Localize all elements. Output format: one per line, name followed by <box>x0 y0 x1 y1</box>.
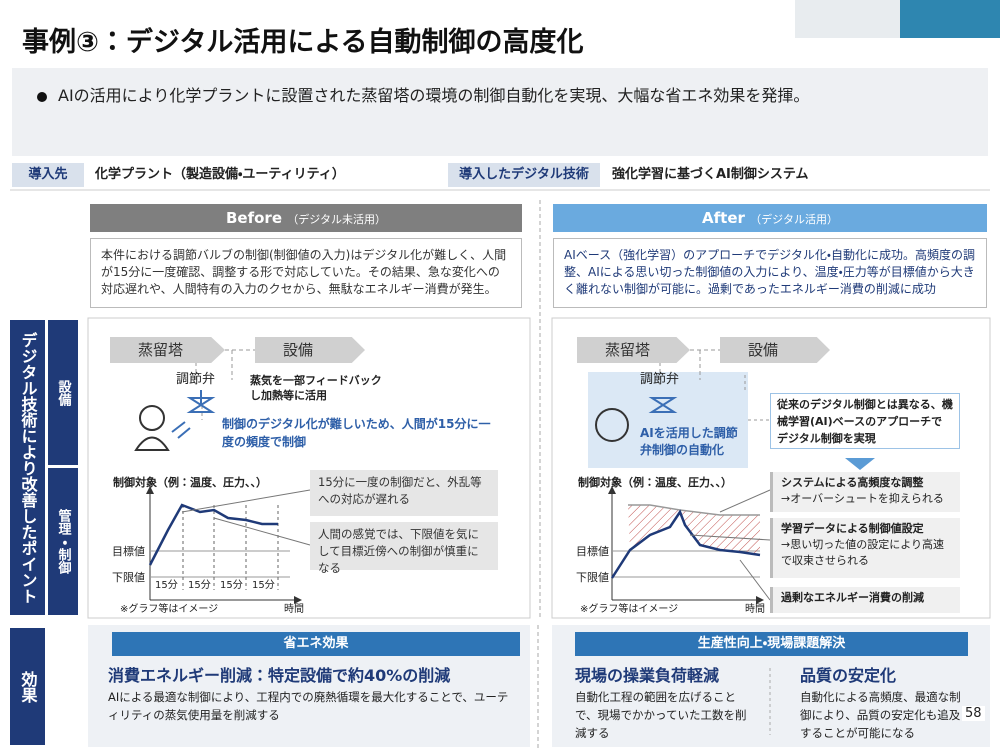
effect-heading: 現場の操業負荷軽減 <box>575 666 720 685</box>
effect-text: AIによる最適な制御により、工程内での廃熱循環を最大化することで、ユーティリティ… <box>108 690 509 722</box>
control-curve <box>610 509 761 579</box>
point-detail: →オーバーシュートを抑えられる <box>781 492 944 505</box>
point: 過剰なエネルギー消費の削減 <box>770 587 960 613</box>
value: 化学プラント（製造設備・ユーティリティ） <box>95 167 345 182</box>
point-title: システムによる高頻度な調整 <box>781 476 924 489</box>
point-title: 学習データによる制御値設定 <box>781 522 924 535</box>
valve-label: 調節弁 <box>640 372 680 387</box>
ai-head-icon <box>595 408 629 442</box>
valve-label: 調節弁 <box>176 372 216 387</box>
deco <box>795 0 900 38</box>
label: 導入先 <box>12 163 84 187</box>
summary: AIの活用により化学プラントに設置された蒸留塔の環境の制御自動化を実現、大幅な省… <box>58 86 810 105</box>
control-curve <box>148 503 278 566</box>
after-description: AIベース（強化学習）のアプローチでデジタル化・自動化に成功。高頻度の調整、AI… <box>553 238 987 308</box>
effect-header: 生産性向上・現場課題解決 <box>575 632 968 656</box>
interval-line <box>182 505 279 590</box>
effect-text: 自動化による高頻度、最適な制御により、品質の安定化も追及することが可能になる <box>800 690 961 740</box>
side-label: 設備 <box>48 320 78 465</box>
valve-icon <box>186 397 216 413</box>
label: 導入したデジタル技術 <box>448 163 600 187</box>
point-detail: →思い切った値の設定により高速で収束させられる <box>781 538 944 567</box>
equipment: 設備 <box>720 337 830 363</box>
before-description: 本件における調節バルブの制御(制御値の入力)はデジタル化が難しく、人間が15分に… <box>90 238 522 308</box>
graph-label: 制御対象（例：温度、圧力、、） <box>578 476 732 489</box>
page-number: 58 <box>962 706 985 721</box>
graph-note: ※グラフ等はイメージ <box>120 604 219 615</box>
side-label: 効果 <box>10 628 45 745</box>
time-label: 時間 <box>284 604 304 615</box>
bullet <box>37 92 47 102</box>
connector <box>659 349 720 385</box>
callout: 15分に一度の制御だと、外乱等への対応が遅れる <box>310 470 498 516</box>
after-title: After <box>702 209 745 227</box>
connector <box>744 375 770 421</box>
effect-heading: 品質の安定化 <box>800 666 897 685</box>
callout: 人間の感覚では、下限値を気にして目標近傍への制御が慎重になる <box>310 522 498 575</box>
graph-note: ※グラフ等はイメージ <box>580 604 679 615</box>
tower: 蒸留塔 <box>110 337 225 363</box>
summary-box <box>12 68 988 156</box>
before-header: Before （デジタル未活用） <box>90 204 522 232</box>
pointer <box>689 489 771 601</box>
tower: 蒸留塔 <box>577 337 690 363</box>
down-arrow <box>845 458 875 470</box>
lower-label: 下限値 <box>576 571 609 584</box>
arrow-icon <box>171 421 191 439</box>
target-label: 目標値 <box>112 545 145 558</box>
equipment: 設備 <box>255 337 365 363</box>
ai-box <box>588 372 748 468</box>
valve-icon <box>648 397 678 413</box>
panel <box>551 317 991 619</box>
side-label: 管理・制御 <box>48 468 78 615</box>
pointer <box>181 489 311 546</box>
point: システムによる高頻度な調整 →オーバーシュートを抑えられる <box>770 472 960 512</box>
after-header: After （デジタル活用） <box>553 204 987 232</box>
steam-note: 蒸気を一部フィードバックし加熱等に活用 <box>250 374 382 402</box>
difference: 従来のデジタル制御とは異なる、機械学習(AI)ベースのアプローチでデジタル制御を… <box>770 393 960 449</box>
value: 強化学習に基づくAI制御システム <box>612 167 809 182</box>
ai-control: AIを活用した調節弁制御の自動化 <box>640 426 738 457</box>
panel <box>87 317 531 619</box>
interval-label: 15分 <box>252 580 275 591</box>
connector <box>195 349 255 420</box>
graph-label: 制御対象（例：温度、圧力、、） <box>113 476 267 489</box>
person-icon <box>134 436 170 451</box>
effect-heading: 消費エネルギー削減：特定設備で約40%の削減 <box>108 666 451 685</box>
effect-header: 省エネ効果 <box>112 632 520 656</box>
lower-label: 下限値 <box>112 571 145 584</box>
title: 事例③：デジタル活用による自動制御の高度化 <box>22 27 584 58</box>
target-label: 目標値 <box>576 545 609 558</box>
excess-area <box>628 505 760 555</box>
person-icon <box>139 405 165 431</box>
interval-label: 15分 <box>220 580 243 591</box>
point: 学習データによる制御値設定 →思い切った値の設定により高速で収束させられる <box>770 518 960 578</box>
deco <box>900 0 1000 38</box>
effect-text: 自動化工程の範囲を広げることで、現場でかかっていた工数を削減する <box>575 690 747 740</box>
time-label: 時間 <box>745 604 765 615</box>
side-label: デジタル技術により改善したポイント <box>10 320 45 615</box>
interval-label: 15分 <box>188 580 211 591</box>
interval-label: 15分 <box>155 580 178 591</box>
before-title: Before <box>225 209 282 227</box>
after-subtitle: （デジタル活用） <box>750 213 838 226</box>
problem: 制御のデジタル化が難しいため、人間が15分に一度の頻度で制御 <box>222 417 491 449</box>
before-subtitle: （デジタル未活用） <box>287 213 387 226</box>
